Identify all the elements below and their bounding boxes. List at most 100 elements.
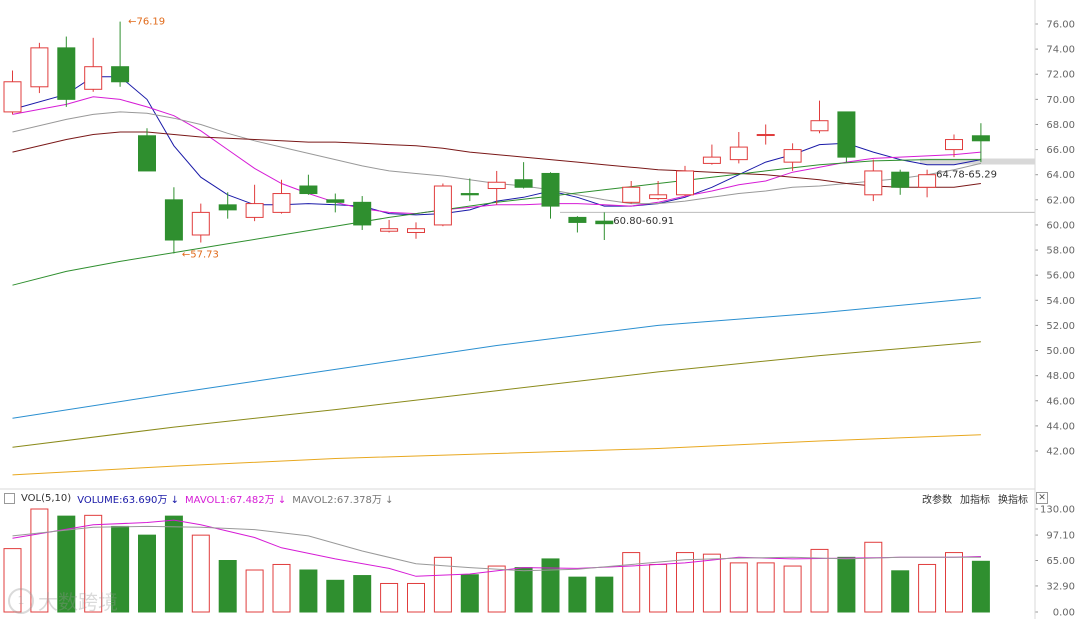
volume-bar <box>514 567 533 613</box>
price-annotation: ←76.19 <box>128 17 165 28</box>
candle <box>568 216 587 233</box>
volume-bar <box>756 562 775 613</box>
volume-bar <box>595 576 614 613</box>
volume-tools: 改参数 加指标 换指标 ✕ <box>922 490 1048 506</box>
candle <box>945 134 963 158</box>
volume-bar <box>864 541 883 613</box>
candle <box>514 162 533 189</box>
candle <box>30 42 49 94</box>
candle-body <box>30 47 49 88</box>
candle <box>407 222 425 239</box>
ma-line <box>12 131 981 188</box>
candle <box>837 111 856 163</box>
candle <box>541 172 560 219</box>
price-moving-averages <box>12 76 982 476</box>
volume-bar <box>272 563 291 613</box>
ma-line <box>12 96 981 215</box>
close-icon[interactable]: ✕ <box>1036 492 1048 504</box>
price-tick-label: 68.00 <box>1046 120 1075 131</box>
candle <box>676 165 694 197</box>
volume-bar <box>487 565 506 613</box>
candle-body <box>971 135 990 142</box>
candle <box>380 219 399 233</box>
price-tick-label: 44.00 <box>1046 421 1075 432</box>
volume-bar <box>837 556 856 613</box>
candle <box>433 183 452 227</box>
volume-bars <box>3 508 990 613</box>
price-tick-label: 58.00 <box>1046 246 1075 257</box>
price-axis: 76.00 74.00 72.00 70.00 68.00 66.00 64.00 62.00… <box>1035 20 1075 458</box>
volume-bar <box>622 552 641 613</box>
volume-axis: 130.00 97.10 65.00 32.90 0.00 <box>1035 505 1075 619</box>
watermark-logo-icon: 1 <box>8 587 34 614</box>
volume-header: VOL(5,10) VOLUME:63.690万 ↓ MAVOL1:67.482… <box>4 490 394 506</box>
candle-body <box>218 204 237 211</box>
price-tick-label: 66.00 <box>1046 145 1075 156</box>
volume-value: VOLUME:63.690万 ↓ <box>77 494 179 506</box>
volume-bar <box>918 563 937 613</box>
candle-body <box>810 120 829 132</box>
candle-body <box>57 47 76 100</box>
volume-ma-line <box>12 525 981 572</box>
price-tick-label: 62.00 <box>1046 195 1075 206</box>
mavol1-value: MAVOL1:67.482万 ↓ <box>185 494 287 506</box>
candle-body <box>164 199 183 241</box>
add-indicator-button[interactable]: 加指标 <box>960 494 990 506</box>
volume-bar <box>191 534 210 613</box>
volume-indicator-name: VOL(5,10) <box>21 492 72 504</box>
volume-bar <box>649 563 668 613</box>
volume-bar <box>460 574 479 613</box>
candle-body <box>729 146 748 161</box>
candle-body <box>191 211 210 236</box>
volume-bar <box>326 579 345 613</box>
edit-params-button[interactable]: 改参数 <box>922 494 952 506</box>
reference-band <box>920 158 1035 165</box>
candle-body <box>138 135 156 172</box>
volume-bar <box>945 552 963 613</box>
candle-body <box>568 216 587 223</box>
ma-line <box>12 111 982 205</box>
candle <box>164 187 183 254</box>
candle-body <box>864 170 883 196</box>
candle-body <box>622 186 641 203</box>
candle <box>326 193 345 213</box>
volume-toggle-checkbox[interactable] <box>4 492 15 504</box>
switch-indicator-button[interactable]: 换指标 <box>998 494 1028 506</box>
candle <box>299 174 318 195</box>
price-annotation: 64.78-65.29 <box>936 170 997 181</box>
price-tick-label: 46.00 <box>1046 396 1075 407</box>
price-tick-label: 42.00 <box>1046 447 1075 458</box>
price-reference-lines <box>560 158 1035 213</box>
volume-bar <box>810 548 829 613</box>
candle-body <box>487 181 506 190</box>
candle <box>595 212 614 241</box>
price-annotations: ←76.19 ←57.73 60.80-60.91 64.78-65.29 <box>128 17 997 261</box>
candle-body <box>945 139 963 151</box>
volume-bar <box>433 556 452 613</box>
volume-bar <box>891 570 910 613</box>
volume-moving-averages <box>12 519 981 577</box>
volume-bar <box>541 558 560 613</box>
price-annotation: ←57.73 <box>182 249 219 260</box>
candle <box>783 143 802 171</box>
volume-bar <box>702 553 721 613</box>
ma-line <box>12 434 981 476</box>
volume-bar <box>245 569 264 613</box>
candle-body <box>111 66 130 83</box>
volume-bar <box>57 515 76 613</box>
candle <box>864 159 883 202</box>
volume-bar <box>407 582 425 613</box>
watermark: 1 大数跨境 <box>8 586 118 615</box>
candle <box>487 170 506 205</box>
price-tick-label: 70.00 <box>1046 95 1075 106</box>
candle-body <box>460 193 479 196</box>
candle <box>460 178 479 202</box>
candle-body <box>84 66 103 90</box>
candle <box>272 179 291 214</box>
candle-body <box>3 81 22 113</box>
candle-body <box>433 185 452 226</box>
watermark-text: 大数跨境 <box>38 590 118 614</box>
volume-bar <box>84 514 103 613</box>
candle-body <box>272 193 291 213</box>
